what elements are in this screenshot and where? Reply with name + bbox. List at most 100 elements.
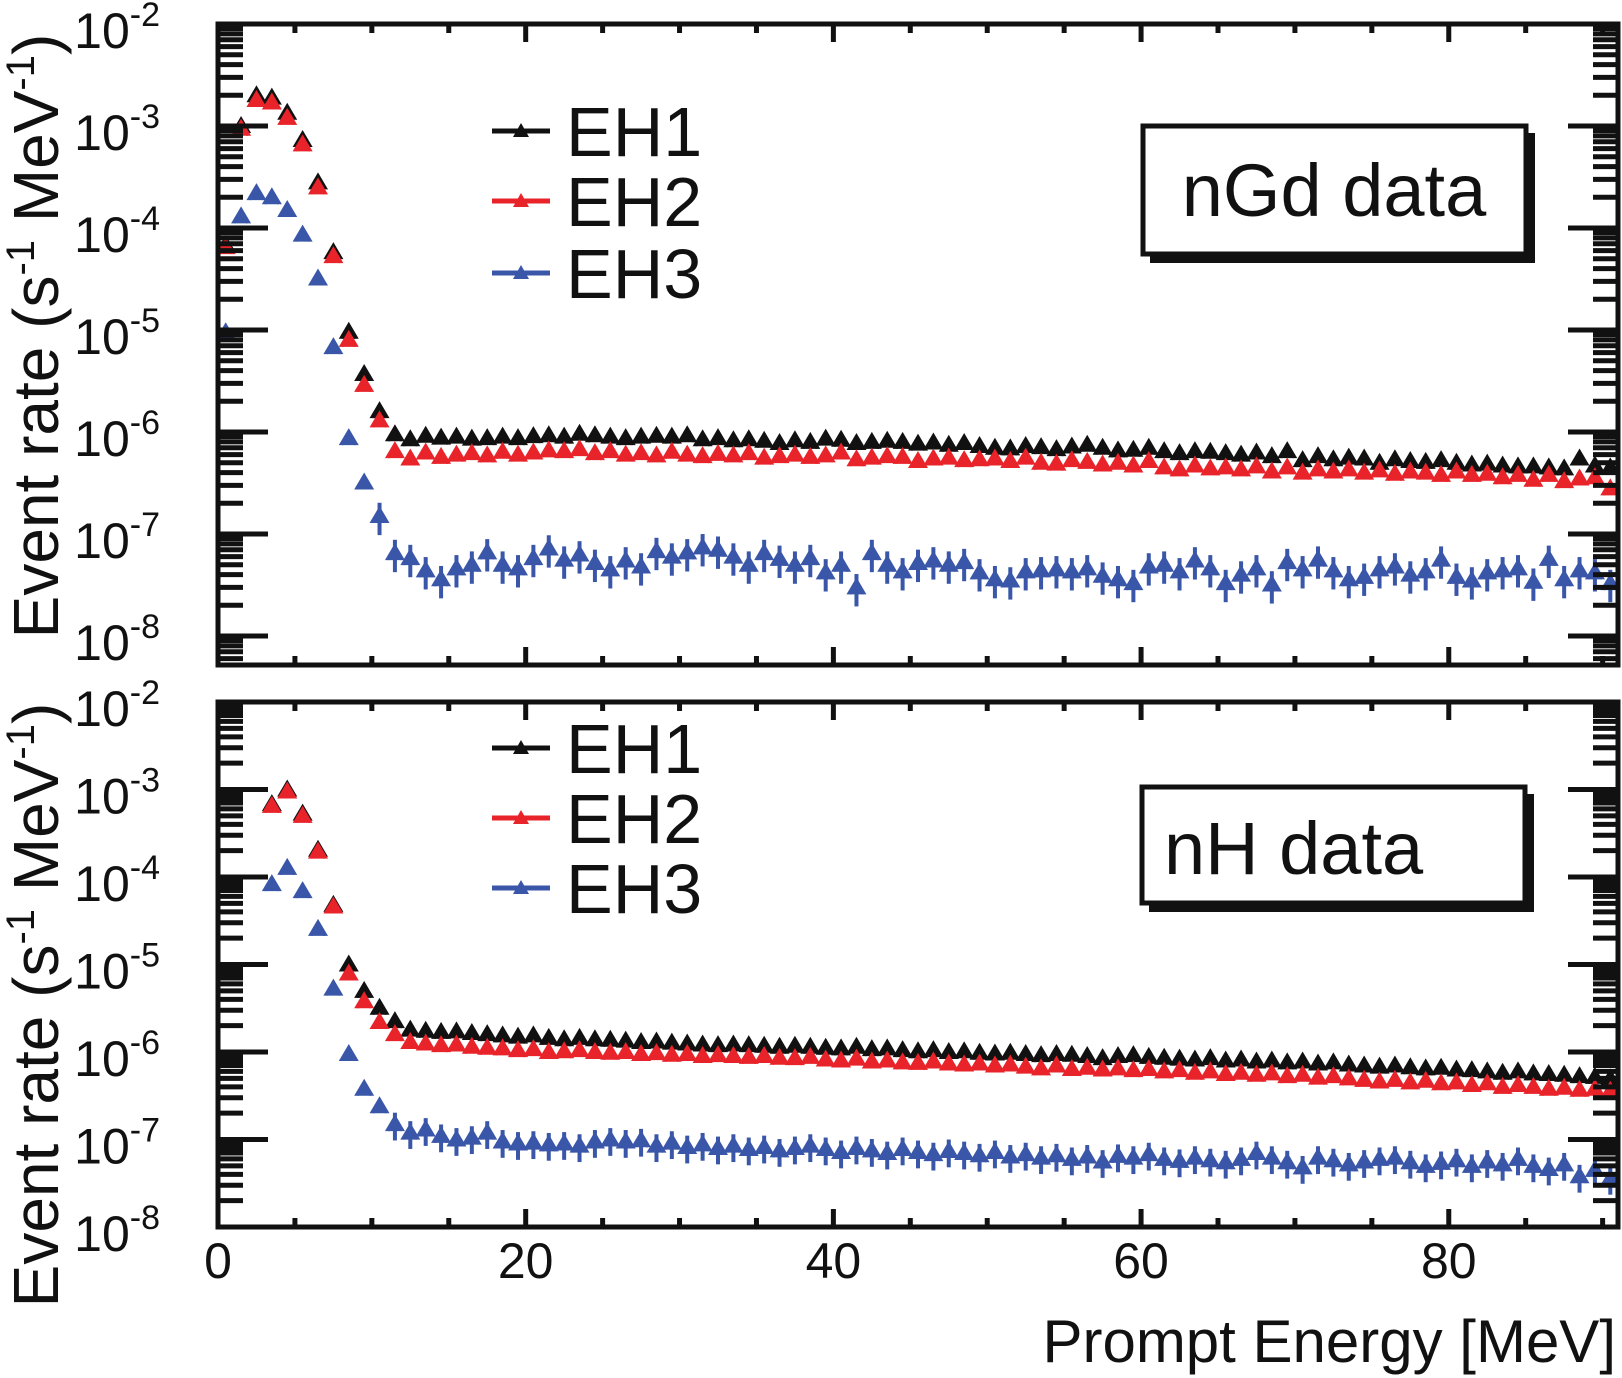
data-point xyxy=(1246,1051,1267,1069)
data-point xyxy=(923,550,944,568)
data-point xyxy=(1523,571,1544,589)
data-point xyxy=(923,1051,944,1069)
data-point xyxy=(954,450,975,468)
data-point xyxy=(769,1036,790,1054)
data-point xyxy=(1415,561,1436,579)
data-point xyxy=(1308,1067,1328,1085)
data-point xyxy=(646,1043,667,1061)
data-point xyxy=(1261,461,1282,479)
legend-marker xyxy=(513,740,529,754)
data-point xyxy=(1277,1052,1298,1070)
data-point xyxy=(1523,1155,1544,1173)
data-point xyxy=(477,542,498,560)
legend-entry-EH1: EH1 xyxy=(492,93,702,171)
data-point xyxy=(600,426,621,444)
data-point xyxy=(738,554,759,572)
data-point xyxy=(431,1125,452,1143)
y-tick-label: 10-8 xyxy=(74,1199,160,1262)
data-point xyxy=(523,1025,544,1043)
data-point xyxy=(784,1048,805,1066)
data-point xyxy=(861,543,882,561)
y-tick-label: 10-2 xyxy=(74,0,160,59)
data-point xyxy=(1184,455,1205,473)
data-point xyxy=(508,558,528,576)
data-point xyxy=(1108,1046,1128,1064)
data-point xyxy=(784,430,805,448)
data-point xyxy=(1323,461,1344,479)
data-point xyxy=(646,445,667,463)
data-point xyxy=(1569,1066,1590,1084)
data-point xyxy=(1000,438,1021,456)
y-tick-labels: 10-210-310-410-510-610-710-8 xyxy=(74,0,160,671)
data-point xyxy=(415,1033,436,1051)
data-point xyxy=(754,430,775,448)
data-point xyxy=(1215,1152,1236,1170)
data-point xyxy=(1584,467,1605,485)
data-point xyxy=(1369,1071,1390,1089)
data-point xyxy=(1338,447,1359,465)
data-point xyxy=(723,546,744,564)
data-point xyxy=(1538,1159,1559,1177)
data-point xyxy=(615,1030,636,1048)
data-point xyxy=(969,1042,990,1060)
data-point xyxy=(615,428,636,446)
data-point xyxy=(631,1043,652,1061)
data-point xyxy=(984,1055,1005,1073)
data-point xyxy=(400,429,421,447)
data-point xyxy=(369,506,390,524)
data-point xyxy=(261,874,282,892)
data-point xyxy=(477,1037,498,1055)
data-point xyxy=(354,364,375,382)
data-point xyxy=(800,1135,821,1153)
data-point xyxy=(584,1131,605,1149)
legend-entry-EH3: EH3 xyxy=(492,850,702,928)
data-point xyxy=(1015,447,1036,465)
panel-label: nGd data xyxy=(1182,149,1487,232)
data-point xyxy=(1323,1150,1344,1168)
data-point xyxy=(492,1038,513,1056)
data-point xyxy=(1492,560,1513,578)
data-point xyxy=(446,426,467,444)
series-EH3 xyxy=(261,857,1618,1195)
data-point xyxy=(846,1048,867,1066)
data-point xyxy=(1154,554,1175,572)
data-point xyxy=(323,246,344,264)
data-point xyxy=(554,1029,575,1047)
data-point xyxy=(692,446,713,464)
data-point xyxy=(338,329,359,347)
data-point xyxy=(1046,1145,1067,1163)
data-point xyxy=(231,206,252,224)
data-point xyxy=(492,441,513,459)
plot-frame xyxy=(215,21,1621,668)
data-point xyxy=(1292,450,1313,468)
data-point xyxy=(677,1137,698,1155)
data-point xyxy=(1538,548,1559,566)
data-point xyxy=(384,1114,405,1132)
data-point xyxy=(508,444,528,462)
data-point xyxy=(1215,443,1236,461)
data-point xyxy=(1292,462,1313,480)
data-point xyxy=(431,569,452,587)
y-tick-label-base: 10 xyxy=(74,769,130,825)
data-point xyxy=(846,433,867,451)
data-point xyxy=(892,1040,913,1058)
x-axis-title: Prompt Energy [MeV] xyxy=(1042,1308,1616,1375)
data-point xyxy=(723,1046,744,1064)
data-point xyxy=(1200,441,1221,459)
data-point xyxy=(538,1027,559,1045)
data-point xyxy=(800,446,821,464)
data-point xyxy=(1323,1052,1344,1070)
data-point xyxy=(1061,1148,1082,1166)
data-point xyxy=(954,1054,975,1072)
data-point xyxy=(969,1053,990,1071)
data-point xyxy=(1031,1147,1052,1165)
data-point xyxy=(815,1049,836,1067)
y-tick-label-base: 10 xyxy=(74,615,130,671)
data-point xyxy=(261,187,282,205)
data-point xyxy=(1461,1074,1482,1092)
data-point xyxy=(908,1052,928,1070)
data-point xyxy=(492,1025,513,1043)
data-point xyxy=(508,1026,528,1044)
data-point xyxy=(354,472,375,490)
y-tick-label: 10-3 xyxy=(74,762,160,825)
